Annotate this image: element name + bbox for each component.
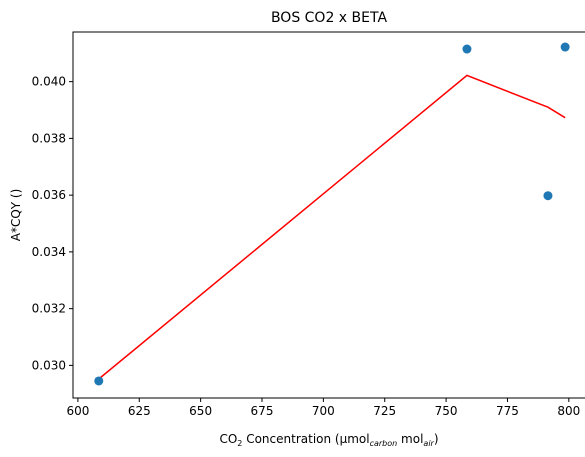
x-tick-label: 750 xyxy=(435,404,458,418)
x-tick-label: 775 xyxy=(496,404,519,418)
x-tick-label: 650 xyxy=(189,404,212,418)
y-axis-label: A*CQY () xyxy=(9,189,23,242)
x-axis-label-part: CO xyxy=(219,432,237,446)
x-axis: 600 625 650 675 700 725 750 775 800 xyxy=(66,398,580,418)
x-tick-label: 725 xyxy=(373,404,396,418)
x-axis-label-part: mol xyxy=(397,432,423,446)
x-tick-label: 675 xyxy=(251,404,274,418)
data-point xyxy=(560,42,570,52)
x-axis-label-sub: 2 xyxy=(237,439,242,448)
y-tick-label: 0.036 xyxy=(32,188,66,202)
chart-title: BOS CO2 x BETA xyxy=(271,10,388,26)
y-axis: 0.030 0.032 0.034 0.036 0.038 0.040 xyxy=(32,75,73,372)
y-tick-label: 0.038 xyxy=(32,131,66,145)
data-point xyxy=(543,191,553,201)
y-tick-label: 0.034 xyxy=(32,245,66,259)
x-axis-label: CO2 Concentration (µmolcarbon molair) xyxy=(219,432,438,448)
x-tick-label: 800 xyxy=(557,404,580,418)
data-point xyxy=(94,376,104,386)
plot-area xyxy=(94,42,570,386)
x-tick-label: 700 xyxy=(312,404,335,418)
y-tick-label: 0.032 xyxy=(32,302,66,316)
x-tick-label: 625 xyxy=(128,404,151,418)
y-tick-label: 0.040 xyxy=(32,75,66,89)
x-axis-label-sub: carbon xyxy=(370,439,398,448)
data-point xyxy=(462,44,472,54)
x-axis-label-part: Concentration (µmol xyxy=(242,432,369,446)
x-axis-label-sub: air xyxy=(423,439,434,448)
y-tick-label: 0.030 xyxy=(32,358,66,372)
x-axis-label-part: ) xyxy=(434,432,439,446)
fit-line xyxy=(98,74,566,380)
x-tick-label: 600 xyxy=(66,404,89,418)
plot-frame xyxy=(72,31,585,399)
